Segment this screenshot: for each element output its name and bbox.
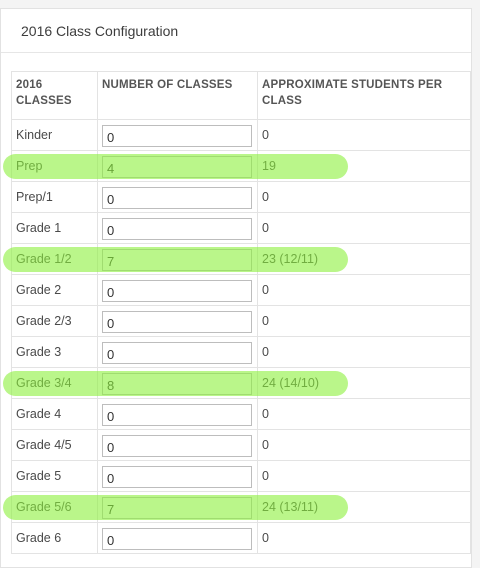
class-count-cell [97,305,258,337]
class-count-input[interactable] [102,249,252,271]
class-label: Grade 3 [11,336,98,368]
class-label: Grade 4 [11,398,98,430]
approx-students-value: 19 [257,150,471,182]
class-count-input[interactable] [102,373,252,395]
class-count-cell [97,491,258,523]
class-count-cell [97,274,258,306]
table-header-row: 2016 CLASSES NUMBER OF CLASSES APPROXIMA… [11,71,471,120]
class-label: Kinder [11,119,98,151]
table-row: Grade 4 0 [11,398,471,430]
table-row: Grade 4/5 0 [11,429,471,461]
header-classes: 2016 CLASSES [11,71,98,120]
class-label: Grade 5 [11,460,98,492]
class-count-cell [97,429,258,461]
class-count-input[interactable] [102,466,252,488]
approx-students-value: 0 [257,336,471,368]
table-row: Grade 5/6 24 (13/11) [11,491,471,523]
table-body: Kinder 0 Prep 19 Prep/1 0 Grade 1 0 Grade 1/2 23 … [11,119,471,554]
header-approx-students: APPROXIMATE STUDENTS PER CLASS [257,71,471,120]
approx-students-value: 0 [257,398,471,430]
class-label: Prep/1 [11,181,98,213]
class-count-input[interactable] [102,311,252,333]
approx-students-value: 0 [257,119,471,151]
panel-body: 2016 CLASSES NUMBER OF CLASSES APPROXIMA… [1,53,471,554]
table-row: Grade 2/3 0 [11,305,471,337]
class-count-input[interactable] [102,156,252,178]
class-configuration-panel: 2016 Class Configuration 2016 CLASSES NU… [0,8,472,568]
class-count-input[interactable] [102,218,252,240]
table-row: Grade 3/4 24 (14/10) [11,367,471,399]
class-count-cell [97,181,258,213]
class-count-cell [97,367,258,399]
panel-title: 2016 Class Configuration [1,9,471,53]
class-count-input[interactable] [102,280,252,302]
approx-students-value: 0 [257,181,471,213]
table-row: Kinder 0 [11,119,471,151]
approx-students-value: 0 [257,429,471,461]
class-count-cell [97,150,258,182]
class-label: Prep [11,150,98,182]
class-count-cell [97,398,258,430]
approx-students-value: 0 [257,460,471,492]
class-count-cell [97,460,258,492]
class-count-input[interactable] [102,187,252,209]
table-row: Grade 1/2 23 (12/11) [11,243,471,275]
class-count-input[interactable] [102,528,252,550]
table-row: Grade 1 0 [11,212,471,244]
class-label: Grade 3/4 [11,367,98,399]
class-label: Grade 1 [11,212,98,244]
table-row: Grade 3 0 [11,336,471,368]
approx-students-value: 24 (13/11) [257,491,471,523]
class-count-input[interactable] [102,342,252,364]
approx-students-value: 0 [257,305,471,337]
class-count-cell [97,243,258,275]
class-count-input[interactable] [102,435,252,457]
approx-students-value: 24 (14/10) [257,367,471,399]
class-label: Grade 5/6 [11,491,98,523]
table-row: Grade 2 0 [11,274,471,306]
header-number-of-classes: NUMBER OF CLASSES [97,71,258,120]
approx-students-value: 0 [257,274,471,306]
class-label: Grade 4/5 [11,429,98,461]
class-count-cell [97,119,258,151]
class-label: Grade 1/2 [11,243,98,275]
class-label: Grade 2 [11,274,98,306]
approx-students-value: 0 [257,212,471,244]
approx-students-value: 23 (12/11) [257,243,471,275]
table-row: Prep 19 [11,150,471,182]
class-label: Grade 2/3 [11,305,98,337]
table-row: Prep/1 0 [11,181,471,213]
class-configuration-table: 2016 CLASSES NUMBER OF CLASSES APPROXIMA… [11,71,471,554]
class-count-input[interactable] [102,125,252,147]
class-count-input[interactable] [102,404,252,426]
class-count-cell [97,212,258,244]
class-count-input[interactable] [102,497,252,519]
table-row: Grade 5 0 [11,460,471,492]
class-count-cell [97,336,258,368]
